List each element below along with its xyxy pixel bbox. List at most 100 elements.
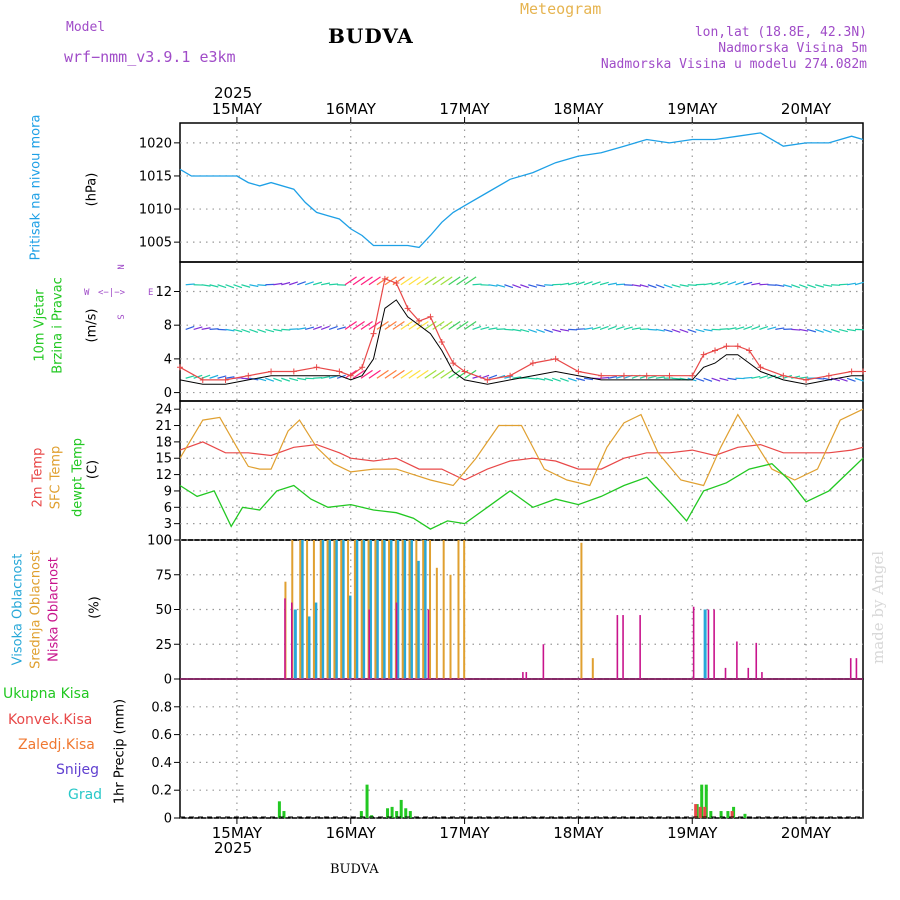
cloud-bar-visoka [423,540,427,679]
wind-direction-arrow [241,377,251,380]
top-date-label: 20MAY [781,100,832,118]
precip-bar-total [399,799,403,818]
wind-direction-arrow [440,276,453,286]
wind-direction-arrow [400,276,413,286]
wind-direction-arrow [344,320,357,330]
temp-ytick-label: 21 [155,419,172,434]
cloud-bar-srednja [580,542,583,679]
cloud-bar-niska [291,602,293,679]
wind-direction-arrow [273,282,283,286]
compass-w-label: W [84,288,90,298]
wind-direction-arrow [209,374,219,379]
wind-ytick-label: 8 [164,319,172,334]
wind-direction-arrow [472,375,482,379]
precip-bar-total [359,811,363,818]
wind-direction-arrow [408,276,421,286]
cloud-bar-niska [713,609,715,679]
precip-bar-convective [730,811,734,818]
wind-direction-arrow [767,374,777,379]
temp-ytick-label: 12 [155,468,172,483]
cloud-bar-visoka [334,540,338,679]
wind-direction-arrow [759,375,769,379]
lonlat-label: lon,lat (18.8E, 42.3N) [694,25,867,40]
bottom-date-label: 17MAY [439,824,490,842]
wind-direction-arrow [854,281,864,286]
precip-snow-label: Snijeg [56,762,100,778]
precip-bar-total [395,811,399,818]
wind-direction-arrow [360,276,373,286]
bottom-date-label: 20MAY [781,824,832,842]
temp-ytick-label: 3 [164,517,172,532]
wind-direction-arrow [751,375,761,379]
wind-direction-arrow [368,276,381,286]
top-date-label: 17MAY [439,100,490,118]
wind-direction-arrow [360,320,373,330]
precip-bar-total [743,813,747,818]
wind-direction-arrow [432,276,445,286]
wind-direction-arrow [647,284,657,289]
wind-direction-arrow [225,328,235,332]
precip-bar-total [700,784,704,818]
wind-gust-marker [313,364,320,371]
wind-direction-arrow [544,284,554,286]
wind-direction-arrow [783,284,793,288]
wind-direction-arrow [384,369,397,379]
wind-gust-marker [825,372,832,379]
precip-ytick-label: 0.8 [151,700,172,715]
wind-direction-arrow [504,284,514,289]
wind-direction-arrow [416,320,429,330]
wind-ytick-label: 0 [164,386,172,401]
wind-direction-arrow [512,284,522,289]
cloud-bar-visoka [368,540,372,679]
wind-gust-marker [803,376,810,383]
cloud-bar-visoka [416,560,420,679]
wind-direction-arrow [854,377,864,382]
wind-direction-arrow [193,326,203,330]
wind-direction-arrow [217,375,227,379]
wind-direction-arrow [567,377,577,382]
wind-direction-arrow [440,369,453,379]
wind-gust-marker [393,280,400,287]
wind-gust-marker [780,372,787,379]
temp-ytick-label: 9 [164,484,172,499]
wind-gust-marker [689,372,696,379]
cloud-bar-srednja [306,540,309,679]
cloud-panel-frame [179,539,864,680]
wind-ytick-label: 12 [155,285,172,300]
precip-bar-total [390,806,394,818]
cloud-bar-srednja [401,540,404,679]
wind-direction-arrow [560,282,570,286]
wind-direction-arrow [504,375,514,379]
pressure-line [179,132,864,249]
wind-direction-arrow [328,325,338,330]
precip-grad-label: Grad [68,787,103,803]
wind-direction-arrow [591,326,601,330]
wind-direction-arrow [448,276,461,286]
wind-direction-arrow [185,325,195,330]
wind-direction-arrow [265,328,275,333]
model-label: Model [66,20,106,35]
wind-direction-arrow [265,377,275,382]
wind-direction-arrow [257,328,267,333]
pressure-ytick-label: 1010 [139,203,172,218]
wind-direction-arrow [711,281,721,286]
wind-direction-arrow [743,376,753,379]
cloud-bar-srednja [408,540,411,679]
wind-gust-marker [461,368,468,375]
precip-bar-convective [698,806,702,818]
wind-direction-arrow [703,282,713,286]
wind-direction-arrow [225,376,235,379]
precip-bar-total [404,808,408,818]
wind-direction-arrow [328,375,338,379]
precip-panel-frame [179,678,864,819]
wind-direction-arrow [456,320,469,330]
wind-direction-arrow [576,328,586,330]
wind-gust-marker [734,343,741,350]
wind-direction-arrow [599,281,609,286]
cloud-bar-niska [755,642,758,679]
wind-gust-marker [507,372,514,379]
cloud-bar-visoka [300,540,304,679]
wind-direction-arrow [671,328,681,333]
wind-direction-arrow [464,276,477,286]
temp-panel-frame [179,400,864,541]
